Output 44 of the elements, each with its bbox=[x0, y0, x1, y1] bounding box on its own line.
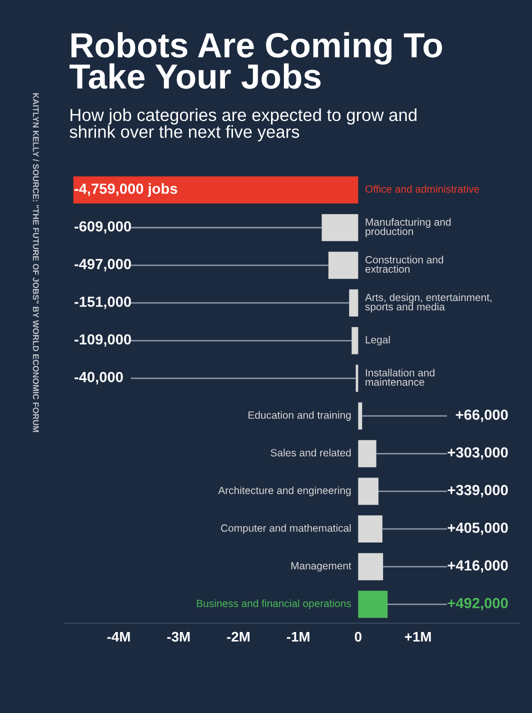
data-label: +416,000 bbox=[448, 560, 508, 573]
text: KAITLYN KELLY / SOURCE: "THE FUTURE OF JOBS" BY WORLD ECONOMIC FORUM bbox=[32, 93, 39, 432]
y-tick-label: Legal bbox=[366, 336, 390, 346]
bar bbox=[328, 252, 358, 279]
y-tick-label: Construction and extraction bbox=[365, 256, 444, 273]
data-label: +405,000 bbox=[448, 522, 508, 536]
x-tick-label: -4M bbox=[107, 632, 130, 642]
bar bbox=[352, 327, 358, 354]
chart-title: Robots Are Coming To Take Your Jobs bbox=[70, 32, 442, 89]
bar bbox=[358, 402, 362, 430]
bar bbox=[358, 590, 388, 618]
data-label: -4,759,000 jobs bbox=[74, 183, 178, 197]
y-tick-label: Office and administrative bbox=[365, 185, 479, 193]
y-tick-label: Management bbox=[291, 562, 352, 572]
x-tick-label: 0 bbox=[354, 632, 362, 642]
data-label: +66,000 bbox=[456, 410, 508, 422]
chart-subtitle: How job categories are expected to grow and shrink over the next five years bbox=[70, 108, 416, 142]
data-label: -40,000 bbox=[74, 372, 123, 384]
y-tick-label: Manufacturing and production bbox=[366, 218, 451, 238]
data-label: +303,000 bbox=[448, 447, 508, 460]
data-label: +492,000 bbox=[448, 598, 508, 610]
bar bbox=[358, 478, 378, 505]
bar bbox=[358, 440, 376, 468]
x-tick-label: -1M bbox=[286, 632, 310, 642]
y-tick-label: Arts, design, entertainment, sports and media bbox=[365, 293, 492, 312]
data-label: -609,000 bbox=[74, 221, 131, 234]
x-tick-label: -2M bbox=[227, 632, 250, 642]
bar bbox=[349, 289, 358, 317]
y-tick-label: Installation and maintenance bbox=[366, 368, 434, 386]
y-tick-label: Architecture and engineering bbox=[218, 486, 351, 496]
data-label: -497,000 bbox=[74, 258, 131, 272]
data-label: -151,000 bbox=[74, 296, 131, 309]
data-label: -109,000 bbox=[74, 334, 131, 347]
bar bbox=[358, 515, 382, 543]
bar bbox=[73, 176, 358, 204]
bar bbox=[358, 553, 384, 580]
y-tick-label: Computer and mathematical bbox=[221, 524, 351, 534]
y-tick-label: Sales and related bbox=[270, 448, 351, 456]
y-tick-label: Business and financial operations bbox=[197, 599, 351, 610]
x-tick-label: +1M bbox=[404, 632, 431, 642]
data-label: +339,000 bbox=[448, 484, 508, 498]
x-tick-label: -3M bbox=[167, 632, 190, 642]
y-tick-label: Education and training bbox=[248, 411, 351, 421]
bar bbox=[322, 214, 358, 242]
